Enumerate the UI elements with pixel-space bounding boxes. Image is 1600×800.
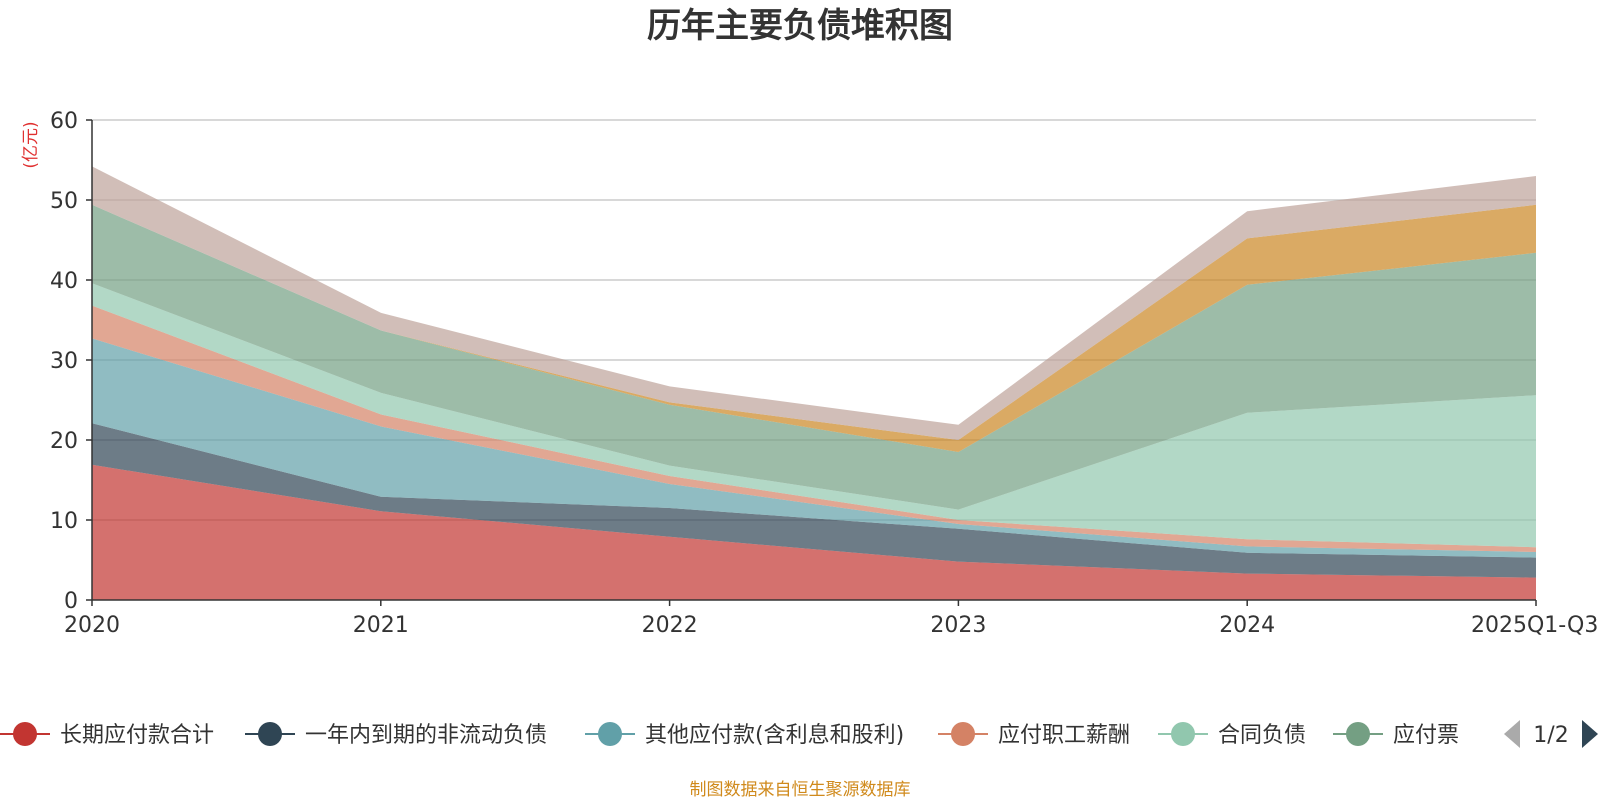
legend-marker-icon: [598, 722, 622, 746]
area-series-3[interactable]: [92, 338, 1536, 558]
area-series-8[interactable]: [92, 166, 1536, 440]
x-axis-ticks: 2020 2021 2022 2023 2024 2025Q1-Q3: [64, 600, 1598, 638]
y-tick-label: 20: [50, 429, 78, 454]
area-series-6[interactable]: [92, 204, 1536, 510]
legend-next-page-arrow-icon[interactable]: [1582, 720, 1598, 748]
area-series-2[interactable]: [92, 423, 1536, 578]
x-tick-label: 2024: [1219, 613, 1275, 638]
legend-item[interactable]: 其他应付款(含利息和股利): [585, 722, 904, 748]
legend-label: 其他应付款(含利息和股利): [645, 723, 904, 748]
area-series-5[interactable]: [92, 283, 1536, 548]
y-tick-label: 0: [64, 589, 78, 614]
y-tick-label: 60: [50, 109, 78, 134]
x-tick-label: 2025Q1-Q3: [1471, 613, 1598, 638]
legend-item[interactable]: 应付职工薪酬: [938, 722, 1130, 748]
legend-label: 应付票: [1393, 723, 1459, 748]
legend-marker-icon: [1346, 722, 1370, 746]
y-tick-label: 50: [50, 189, 78, 214]
legend-item[interactable]: 合同负债: [1158, 722, 1306, 748]
legend-marker-icon: [951, 722, 975, 746]
legend-label: 合同负债: [1218, 723, 1306, 748]
legend-page-indicator: 1/2: [1533, 723, 1568, 748]
y-tick-label: 40: [50, 269, 78, 294]
legend-item[interactable]: 一年内到期的非流动负债: [245, 722, 547, 748]
legend-item[interactable]: 应付票: [1333, 722, 1459, 748]
y-tick-label: 30: [50, 349, 78, 374]
y-axis-unit-label: (亿元): [21, 121, 41, 168]
x-tick-label: 2022: [642, 613, 698, 638]
legend-prev-page-arrow-icon[interactable]: [1504, 720, 1520, 748]
legend-label: 一年内到期的非流动负债: [305, 723, 547, 748]
legend-marker-icon: [258, 722, 282, 746]
legend-item[interactable]: 长期应付款合计: [0, 722, 214, 748]
legend-label: 应付职工薪酬: [998, 723, 1130, 748]
y-axis-ticks: 0 10 20 30 40 50 60: [50, 109, 92, 614]
area-series-group: [92, 166, 1536, 600]
x-tick-label: 2020: [64, 613, 120, 638]
legend-label: 长期应付款合计: [60, 723, 214, 748]
legend-marker-icon: [13, 722, 37, 746]
legend[interactable]: 长期应付款合计 一年内到期的非流动负债 其他应付款(含利息和股利) 应付职工薪酬 合同负…: [0, 720, 1598, 748]
legend-marker-icon: [1171, 722, 1195, 746]
data-source-note: 制图数据来自恒生聚源数据库: [690, 780, 911, 800]
area-series-1[interactable]: [92, 464, 1536, 600]
area-series-7[interactable]: [92, 204, 1536, 452]
y-tick-label: 10: [50, 509, 78, 534]
chart-title: 历年主要负债堆积图: [647, 6, 953, 46]
x-tick-label: 2023: [930, 613, 986, 638]
x-tick-label: 2021: [353, 613, 409, 638]
area-series-4[interactable]: [92, 305, 1536, 552]
